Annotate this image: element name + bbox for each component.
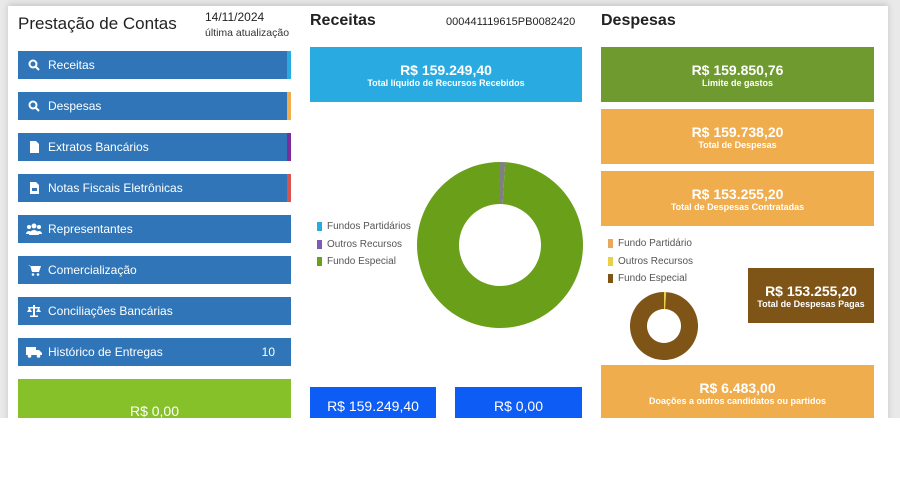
paid-value: R$ 153.255,20: [765, 282, 857, 299]
account-id: 000441119615PB0082420: [446, 16, 576, 28]
donut-slice-outros-recursos[interactable]: [500, 162, 506, 205]
receitas-donut-chart: [417, 162, 583, 328]
legend-swatch: [608, 274, 613, 283]
donut-slice-outros-recursos[interactable]: [664, 292, 667, 310]
scale-icon: [26, 305, 42, 317]
menu-item-accent: [287, 51, 291, 79]
donations-label: Doações a outros candidatos ou partidos: [648, 395, 827, 406]
menu-item-label: Conciliações Bancárias: [48, 304, 173, 318]
menu-item-despesas[interactable]: Despesas: [18, 92, 291, 120]
menu-item-label: Extratos Bancários: [48, 140, 149, 154]
truck-icon: [26, 346, 42, 358]
green-summary-box: R$ 0,00: [18, 379, 291, 418]
limit-value: R$ 159.850,76: [691, 61, 784, 78]
menu-item-extratos-bancarios[interactable]: Extratos Bancários: [18, 133, 291, 161]
despesas-title: Despesas: [601, 12, 676, 29]
menu-item-accent: [287, 133, 291, 161]
legend-item[interactable]: Outros Recursos: [608, 256, 693, 267]
menu-item-conciliacoes-bancarias[interactable]: Conciliações Bancárias: [18, 297, 291, 325]
legend-label: Outros Recursos: [327, 238, 403, 250]
menu-item-receitas[interactable]: Receitas: [18, 51, 291, 79]
menu-item-historico-de-entregas[interactable]: Histórico de Entregas 10: [18, 338, 291, 366]
menu-item-count: 10: [261, 345, 275, 359]
total-expenses-value: R$ 159.738,20: [691, 123, 784, 140]
menu-item-representantes[interactable]: Representantes: [18, 215, 291, 243]
paid-expenses-box: R$ 153.255,20 Total de Despesas Pagas: [748, 268, 874, 323]
legend-swatch: [317, 239, 322, 249]
page-title: Prestação de Contas: [18, 14, 177, 33]
menu-item-label: Receitas: [48, 58, 95, 72]
donations-value: R$ 6.483,00: [699, 379, 776, 396]
menu-item-notas-fiscais-eletronicas[interactable]: Notas Fiscais Eletrônicas: [18, 174, 291, 202]
total-expenses-label: Total de Despesas: [698, 139, 777, 150]
paid-label: Total de Despesas Pagas: [757, 298, 865, 309]
search-icon: [26, 59, 42, 71]
receitas-total-label: Total líquido de Recursos Recebidos: [367, 77, 525, 88]
menu-item-label: Comercialização: [48, 263, 137, 277]
legend-label: Outros Recursos: [618, 255, 694, 267]
update-date: 14/11/2024: [205, 10, 265, 24]
donut-slice-fundo-especial[interactable]: [417, 162, 583, 328]
menu-item-label: Notas Fiscais Eletrônicas: [48, 181, 183, 195]
update-label: última atualização: [205, 27, 290, 39]
donut-slice-fundo-especial[interactable]: [630, 292, 698, 360]
legend-item[interactable]: Fundo Especial: [317, 256, 396, 267]
legend-label: Fundo Partidário: [618, 238, 692, 249]
menu-item-label: Representantes: [48, 222, 133, 236]
total-expenses-box: R$ 159.738,20 Total de Despesas: [601, 109, 874, 164]
green-box-value: R$ 0,00: [129, 403, 180, 418]
viewport: Prestação de Contas 14/11/2024 última at…: [0, 0, 900, 418]
receitas-bottom-box-2: R$ 0,00: [455, 387, 582, 418]
receitas-total-box: R$ 159.249,40 Total líquido de Recursos R…: [310, 47, 582, 102]
menu-item-accent: [287, 92, 291, 120]
donations-box: R$ 6.483,00 Doações a outros candidatos o…: [601, 365, 874, 418]
legend-item[interactable]: Outros Recursos: [317, 239, 402, 250]
legend-label: Fundo Especial: [327, 256, 396, 267]
legend-label: Fundo Especial: [618, 273, 687, 284]
limit-box: R$ 159.850,76 Limite de gastos: [601, 47, 874, 102]
legend-item[interactable]: Fundo Especial: [608, 273, 687, 284]
users-icon: [26, 223, 42, 235]
legend-swatch: [317, 222, 322, 231]
menu-item-accent: [287, 174, 291, 202]
file-invoice-icon: [26, 182, 42, 194]
file-icon: [26, 141, 42, 153]
menu-item-label: Histórico de Entregas: [48, 345, 163, 359]
contracted-label: Total de Despesas Contratadas: [670, 201, 805, 212]
contracted-expenses-box: R$ 153.255,20 Total de Despesas Contratad…: [601, 171, 874, 226]
receitas-bottom-box-1: R$ 159.249,40: [310, 387, 436, 418]
legend-swatch: [608, 256, 613, 266]
menu-item-comercializacao[interactable]: Comercialização: [18, 256, 291, 284]
limit-label: Limite de gastos: [701, 77, 773, 88]
legend-swatch: [608, 239, 613, 248]
legend-swatch: [317, 257, 322, 266]
bottom-box-value: R$ 0,00: [493, 398, 544, 414]
legend-item[interactable]: Fundo Partidário: [608, 238, 692, 249]
despesas-donut-chart: [630, 292, 698, 360]
menu-item-label: Despesas: [48, 99, 102, 113]
search-icon: [26, 100, 42, 112]
contracted-value: R$ 153.255,20: [691, 185, 784, 202]
legend-item[interactable]: Fundos Partidários: [317, 221, 411, 232]
bottom-box-value: R$ 159.249,40: [327, 398, 419, 414]
cart-icon: [26, 264, 42, 276]
receitas-total-value: R$ 159.249,40: [400, 61, 492, 78]
receitas-title: Receitas: [310, 12, 376, 29]
legend-label: Fundos Partidários: [327, 221, 411, 232]
